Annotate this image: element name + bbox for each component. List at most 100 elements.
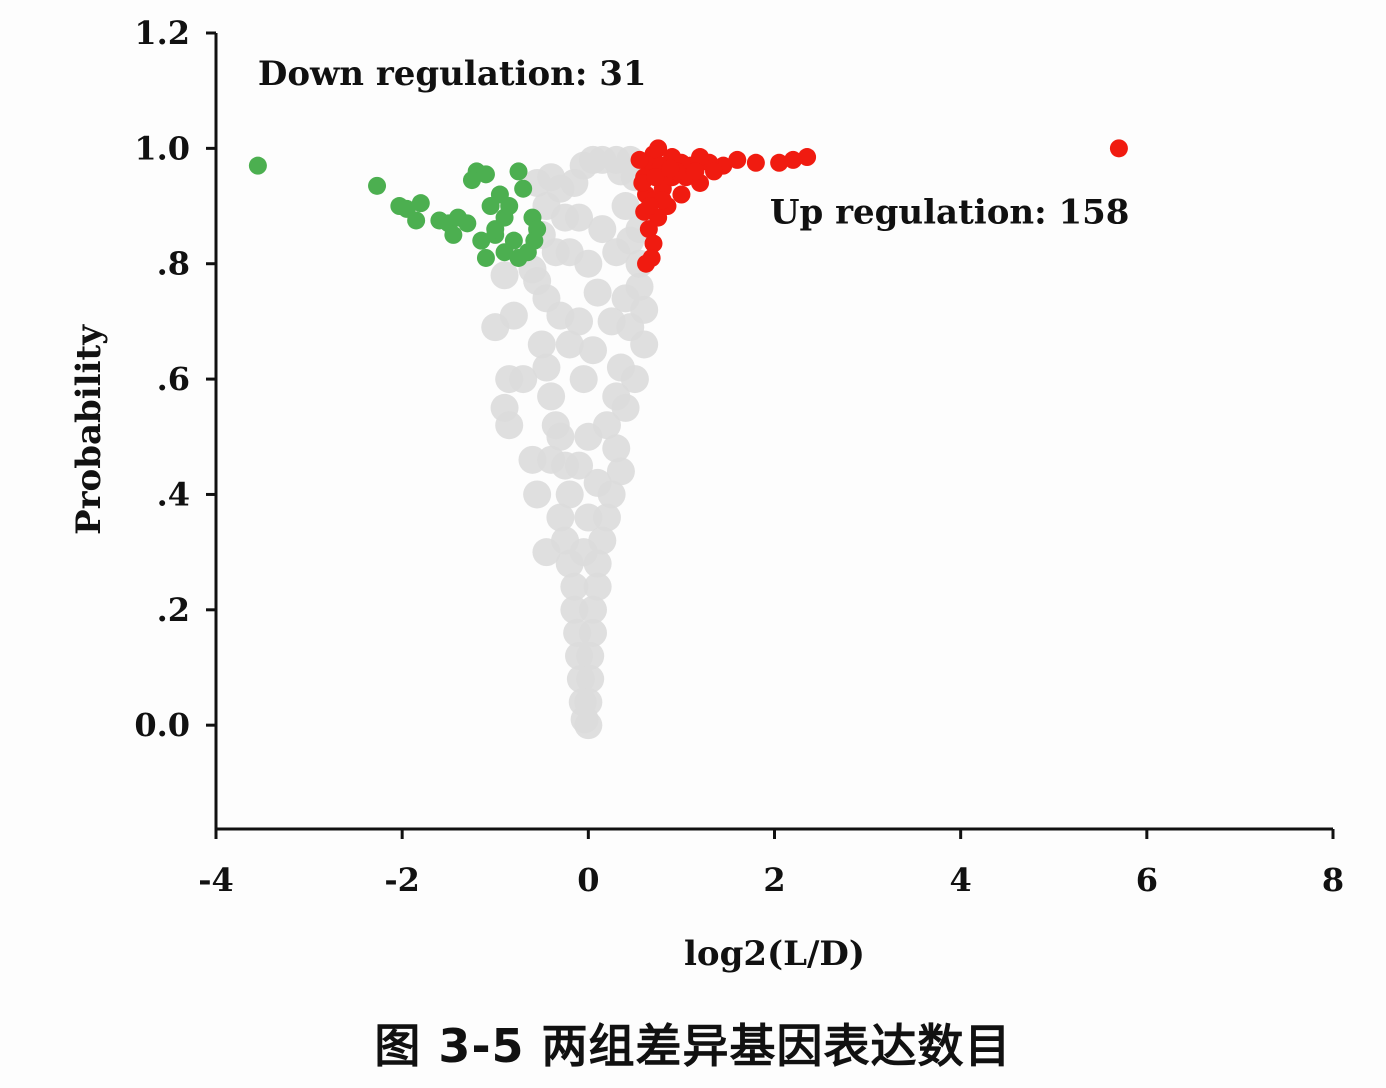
down-regulation-point: [509, 162, 528, 181]
not-significant-point: [537, 382, 566, 411]
up-regulation-point: [1109, 139, 1128, 158]
down-regulation-point: [368, 176, 387, 195]
not-significant-point: [574, 503, 603, 532]
up-regulation-point: [646, 168, 665, 187]
not-significant-point: [523, 480, 552, 509]
up-regulation-point: [630, 150, 649, 169]
up-regulation-annotation: Up regulation: 158: [770, 192, 1130, 232]
x-tick-label: -2: [384, 861, 420, 899]
down-regulation-point: [458, 214, 477, 233]
down-regulation-point: [495, 243, 514, 262]
up-regulation-point: [639, 220, 658, 239]
down-regulation-point: [411, 194, 430, 213]
figure-caption: 图 3-5 两组差异基因表达数目: [374, 1019, 1012, 1073]
x-tick-label: 2: [763, 861, 785, 899]
not-significant-point: [606, 457, 635, 486]
y-tick-label: .8: [157, 245, 190, 283]
down-regulation-point: [486, 220, 505, 239]
down-regulation-point: [407, 211, 426, 230]
down-regulation-annotation: Down regulation: 31: [258, 54, 647, 94]
not-significant-point: [532, 353, 561, 382]
up-regulation-point: [746, 153, 765, 172]
down-regulation-point: [472, 231, 491, 250]
not-significant-point: [602, 238, 631, 267]
y-tick-label: .2: [157, 591, 190, 629]
not-significant-point: [555, 480, 584, 509]
not-significant-point: [527, 330, 556, 359]
down-regulation-point: [248, 156, 267, 175]
not-significant-point: [490, 261, 519, 290]
not-significant-point: [481, 313, 510, 342]
y-tick-label: .4: [157, 475, 190, 513]
not-significant-point: [574, 249, 603, 278]
not-significant-point: [565, 203, 594, 232]
up-regulation-point: [637, 254, 656, 273]
not-significant-point: [574, 711, 603, 740]
y-tick-label: 1.0: [134, 129, 190, 167]
up-regulation-point: [686, 162, 705, 181]
not-significant-point: [597, 307, 626, 336]
up-regulation-point: [672, 185, 691, 204]
y-tick-label: 0.0: [134, 706, 190, 744]
not-significant-point: [565, 451, 594, 480]
not-significant-point: [578, 336, 607, 365]
not-significant-point: [565, 307, 594, 336]
not-significant-point: [578, 595, 607, 624]
not-significant-point: [611, 393, 640, 422]
not-significant-point: [578, 618, 607, 647]
x-tick-label: -4: [198, 861, 234, 899]
not-significant-point: [611, 192, 640, 221]
not-significant-point: [555, 330, 584, 359]
y-tick-label: .6: [157, 360, 190, 398]
up-regulation-point: [770, 153, 789, 172]
up-regulation-point: [640, 197, 659, 216]
not-significant-point: [574, 422, 603, 451]
down-regulation-point: [444, 225, 463, 244]
x-tick-label: 6: [1136, 861, 1158, 899]
not-significant-point: [569, 365, 598, 394]
not-significant-point: [576, 641, 605, 670]
not-significant-point: [532, 538, 561, 567]
not-significant-point: [560, 572, 589, 601]
x-tick-label: 8: [1322, 861, 1344, 899]
up-regulation-point: [798, 148, 817, 167]
not-significant-point: [602, 434, 631, 463]
y-tick-label: 1.2: [134, 14, 190, 52]
y-axis-label: Probability: [69, 324, 109, 535]
not-significant-point: [576, 665, 605, 694]
points-layer: [248, 139, 1128, 740]
not-significant-point: [560, 168, 589, 197]
not-significant-point: [509, 365, 538, 394]
not-significant-point: [620, 365, 649, 394]
volcano-plot-svg: -4 -2 0 2 4 6 8 0.0 .2 .4 .6 .8 1.0 1.2 Down regulati…: [69, 14, 1344, 974]
not-significant-point: [583, 468, 612, 497]
down-regulation-point: [525, 231, 544, 250]
down-regulation-point: [476, 165, 495, 184]
x-tick-label: 4: [950, 861, 972, 899]
x-tick-label: 0: [577, 861, 599, 899]
axes-layer: [214, 33, 1333, 831]
down-regulation-point: [500, 197, 519, 216]
up-regulation-point: [784, 150, 803, 169]
not-significant-point: [630, 330, 659, 359]
not-significant-point: [495, 411, 524, 440]
x-axis-label: log2(L/D): [684, 934, 865, 974]
up-regulation-point: [644, 234, 663, 253]
up-regulation-point: [728, 150, 747, 169]
up-regulation-point: [661, 159, 680, 178]
not-significant-point: [588, 215, 617, 244]
not-significant-point: [546, 503, 575, 532]
down-regulation-point: [462, 171, 481, 190]
ticks-layer: -4 -2 0 2 4 6 8 0.0 .2 .4 .6 .8 1.0 1.2: [134, 14, 1344, 899]
not-significant-point: [583, 278, 612, 307]
volcano-plot: -4 -2 0 2 4 6 8 0.0 .2 .4 .6 .8 1.0 1.2 Down regulati…: [69, 14, 1344, 974]
not-significant-point: [518, 445, 547, 474]
up-regulation-point: [704, 162, 723, 181]
not-significant-point: [569, 538, 598, 567]
not-significant-point: [583, 572, 612, 601]
down-regulation-point: [509, 248, 528, 267]
down-regulation-point: [514, 179, 533, 198]
down-regulation-point: [476, 248, 495, 267]
not-significant-point: [546, 422, 575, 451]
not-significant-point: [611, 284, 640, 313]
